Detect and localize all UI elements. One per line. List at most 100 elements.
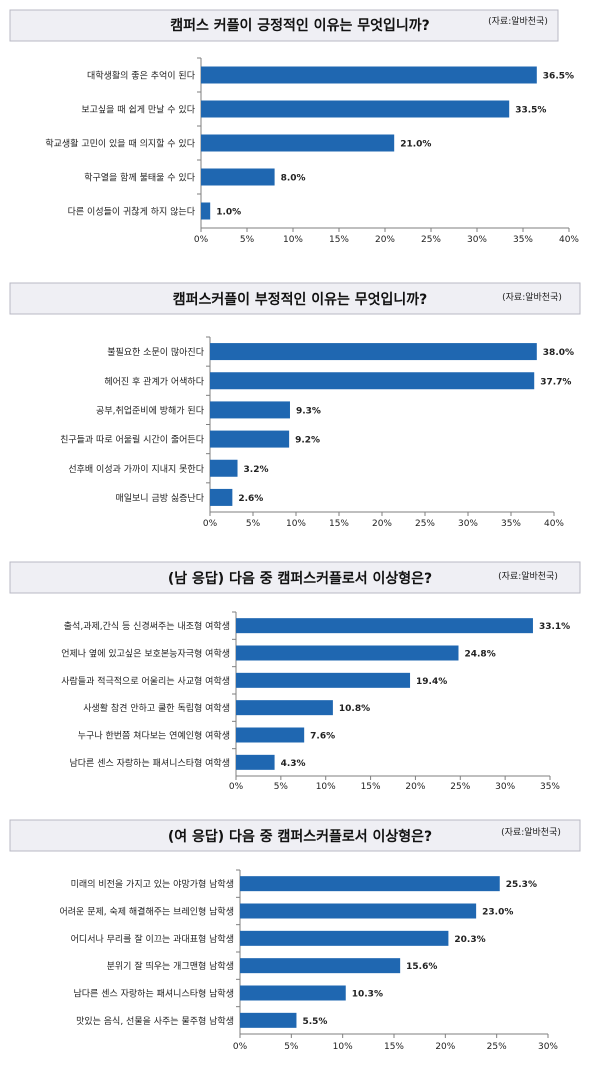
chart-header-band	[9, 819, 581, 852]
category-label: 학구열을 함께 불태울 수 있다	[84, 172, 196, 184]
bar	[240, 903, 477, 919]
category-label: 미래의 비전을 가지고 있는 야망가형 남학생	[71, 878, 234, 890]
x-tick-label: 25%	[415, 519, 435, 529]
x-tick-label: 0%	[203, 519, 218, 529]
x-tick-label: 10%	[316, 782, 336, 792]
bar	[210, 488, 233, 506]
category-label: 학교생활 고민이 있을 때 의지할 수 있다	[45, 138, 195, 150]
chart-source: (자료:알바천국)	[501, 827, 561, 838]
data-label: 25.3%	[506, 880, 537, 890]
category-label: 사생활 참견 안하고 쿨한 독립형 여학생	[83, 702, 230, 714]
x-tick-label: 35%	[513, 235, 533, 245]
data-label: 8.0%	[281, 174, 306, 184]
bar	[201, 202, 211, 220]
bar	[240, 985, 346, 1001]
bar	[240, 958, 401, 974]
bar	[240, 1012, 297, 1028]
category-label: 매일보니 금방 싫증난다	[115, 493, 204, 504]
category-label: 보고싶을 때 쉽게 만날 수 있다	[81, 104, 195, 116]
chart-source: (자료:알바천국)	[498, 571, 558, 582]
category-label: 선후배 이성과 가까이 지내지 못한다	[68, 464, 204, 475]
x-tick-label: 35%	[501, 519, 521, 529]
category-label: 누구나 한번쯤 쳐다보는 연예인형 여학생	[78, 730, 230, 742]
x-tick-label: 15%	[361, 782, 381, 792]
data-label: 24.8%	[464, 650, 495, 660]
x-tick-label: 10%	[283, 235, 303, 245]
chart-source: (자료:알바천국)	[502, 292, 562, 303]
bar	[236, 754, 275, 770]
data-label: 37.7%	[540, 377, 571, 387]
x-tick-label: 20%	[372, 519, 392, 529]
data-label: 15.6%	[406, 962, 437, 972]
category-label: 사람들과 적극적으로 어울리는 사교형 여학생	[61, 675, 230, 687]
category-label: 맛있는 음식, 선물을 사주는 물주형 남학생	[76, 1015, 234, 1027]
chart-header-band	[9, 282, 581, 315]
data-label: 1.0%	[216, 208, 241, 218]
chart-header-band	[9, 9, 559, 42]
chart-1: 캠퍼스 커플이 긍정적인 이유는 무엇입니까? (자료:알바천국) 0% 5% 10% 1…	[9, 9, 579, 245]
bar	[210, 430, 290, 448]
chart-title: (남 응답) 다음 중 캠퍼스커플로서 이상형은?	[168, 570, 432, 587]
bar	[240, 930, 449, 946]
category-label: 분위기 잘 띄우는 개그맨형 남학생	[107, 960, 234, 972]
data-label: 2.6%	[238, 494, 263, 504]
bar	[236, 618, 533, 634]
category-label: 어디서나 무리를 잘 이끄는 과대표형 남학생	[71, 933, 234, 945]
x-tick-label: 10%	[333, 1042, 353, 1052]
bar	[236, 672, 411, 688]
x-tick-label: 25%	[421, 235, 441, 245]
x-tick-label: 10%	[286, 519, 306, 529]
x-tick-label: 30%	[538, 1042, 558, 1052]
bar	[210, 401, 290, 419]
bar	[210, 459, 238, 477]
category-label: 헤어진 후 관계가 어색하다	[104, 375, 204, 387]
bar	[201, 168, 275, 186]
chart-source: (자료:알바천국)	[488, 16, 548, 27]
data-label: 19.4%	[416, 677, 447, 687]
category-label: 남다른 센스 자랑하는 패셔니스타형 여학생	[70, 757, 231, 769]
chart-title: 캠퍼스커플이 부정적인 이유는 무엇입니까?	[173, 291, 428, 308]
bar	[201, 100, 510, 118]
category-label: 언제나 옆에 있고싶은 보호본능자극형 여학생	[61, 648, 230, 660]
x-tick-label: 25%	[450, 782, 470, 792]
category-label: 불필요한 소문이 많아진다	[107, 346, 205, 358]
data-label: 20.3%	[454, 935, 485, 945]
data-label: 5.5%	[302, 1017, 327, 1027]
bar	[240, 876, 500, 892]
x-tick-label: 30%	[495, 782, 515, 792]
x-tick-label: 15%	[329, 235, 349, 245]
x-tick-label: 15%	[384, 1042, 404, 1052]
x-tick-label: 0%	[233, 1042, 248, 1052]
chart-header-band	[9, 561, 581, 594]
bar	[236, 727, 305, 743]
data-label: 36.5%	[543, 72, 574, 82]
x-tick-label: 5%	[274, 782, 289, 792]
data-label: 7.6%	[310, 732, 335, 742]
category-label: 출석,과제,간식 등 신경써주는 내조형 여학생	[64, 620, 230, 632]
chart-4: (여 응답) 다음 중 캠퍼스커플로서 이상형은? (자료:알바천국) 0% 5% 10…	[9, 819, 581, 1052]
data-label: 9.3%	[296, 406, 321, 416]
x-tick-label: 15%	[329, 519, 349, 529]
data-label: 23.0%	[482, 908, 513, 918]
x-tick-label: 25%	[487, 1042, 507, 1052]
x-tick-label: 30%	[467, 235, 487, 245]
chart-title: 캠퍼스 커플이 긍정적인 이유는 무엇입니까?	[170, 17, 429, 34]
data-label: 10.8%	[339, 704, 370, 714]
data-label: 33.5%	[515, 106, 546, 116]
data-label: 4.3%	[281, 759, 306, 769]
category-label: 어려운 문제, 숙제 해결해주는 브레인형 남학생	[60, 907, 235, 918]
category-label: 남다른 센스 자랑하는 패셔니스타형 남학생	[74, 988, 235, 1000]
data-label: 10.3%	[352, 990, 383, 1000]
chart-title: (여 응답) 다음 중 캠퍼스커플로서 이상형은?	[168, 828, 432, 845]
chart-3: (남 응답) 다음 중 캠퍼스커플로서 이상형은? (자료:알바천국) 0% 5% 10…	[9, 561, 581, 792]
bar	[201, 134, 395, 152]
category-label: 다른 이성들이 귀찮게 하지 않는다	[68, 207, 196, 218]
data-label: 21.0%	[400, 140, 431, 150]
data-label: 38.0%	[543, 348, 574, 358]
data-label: 33.1%	[539, 622, 570, 632]
bar	[236, 645, 459, 661]
category-label: 공부,취업준비에 방해가 된다	[96, 404, 205, 416]
x-tick-label: 35%	[540, 782, 560, 792]
x-tick-label: 5%	[240, 235, 255, 245]
